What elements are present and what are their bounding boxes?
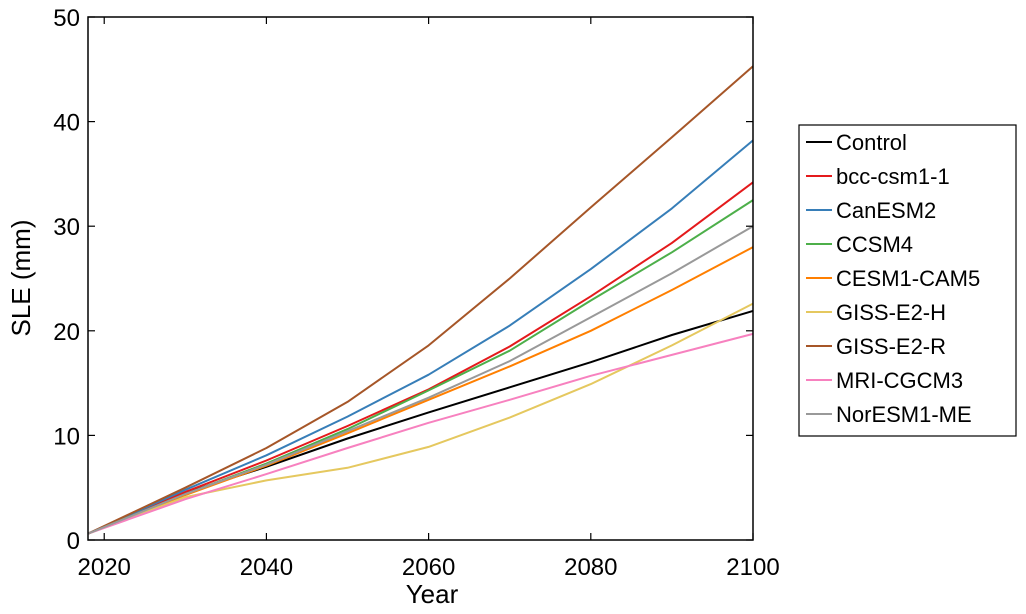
series-line-control [87, 309, 754, 535]
x-tick-label: 2040 [240, 554, 293, 581]
legend: Control bcc-csm1-1 CanESM2 CCSM4 CESM1-CAM5 G… [798, 124, 1017, 437]
legend-label: Control [836, 130, 907, 155]
y-tick-label: 40 [53, 110, 80, 137]
legend-label: NorESM1-ME [836, 402, 972, 427]
series-line-mri-cgcm3 [87, 332, 754, 535]
y-tick-label: 50 [53, 5, 80, 32]
series-line-ccsm4 [87, 199, 754, 535]
legend-box [798, 124, 1017, 437]
series-line-canesm2 [87, 139, 754, 535]
x-tick-label: 2080 [564, 554, 617, 581]
y-tick-label: 0 [67, 528, 80, 555]
plot-lines [87, 65, 754, 535]
legend-label: GISS-E2-R [836, 334, 946, 359]
legend-label: GISS-E2-H [836, 300, 946, 325]
series-line-bcc-csm1-1 [87, 181, 754, 535]
y-tick-label: 30 [53, 214, 80, 241]
series-line-giss-e2-r [87, 65, 754, 535]
y-tick-label: 20 [53, 319, 80, 346]
legend-label: bcc-csm1-1 [836, 164, 950, 189]
legend-label: CCSM4 [836, 232, 913, 257]
series-line-noresm1-me [87, 225, 754, 535]
x-tick-label: 2100 [726, 554, 779, 581]
y-axis-title: SLE (mm) [6, 220, 36, 337]
axis-ticks: 2020 2040 2060 2080 2100 0 10 20 30 40 50 [53, 5, 779, 581]
legend-label: MRI-CGCM3 [836, 368, 963, 393]
x-axis-title: Year [406, 579, 459, 609]
x-tick-label: 2060 [402, 554, 455, 581]
y-tick-label: 10 [53, 423, 80, 450]
legend-label: CanESM2 [836, 198, 936, 223]
x-tick-label: 2020 [78, 554, 131, 581]
legend-label: CESM1-CAM5 [836, 266, 980, 291]
plot-frame [87, 16, 754, 541]
